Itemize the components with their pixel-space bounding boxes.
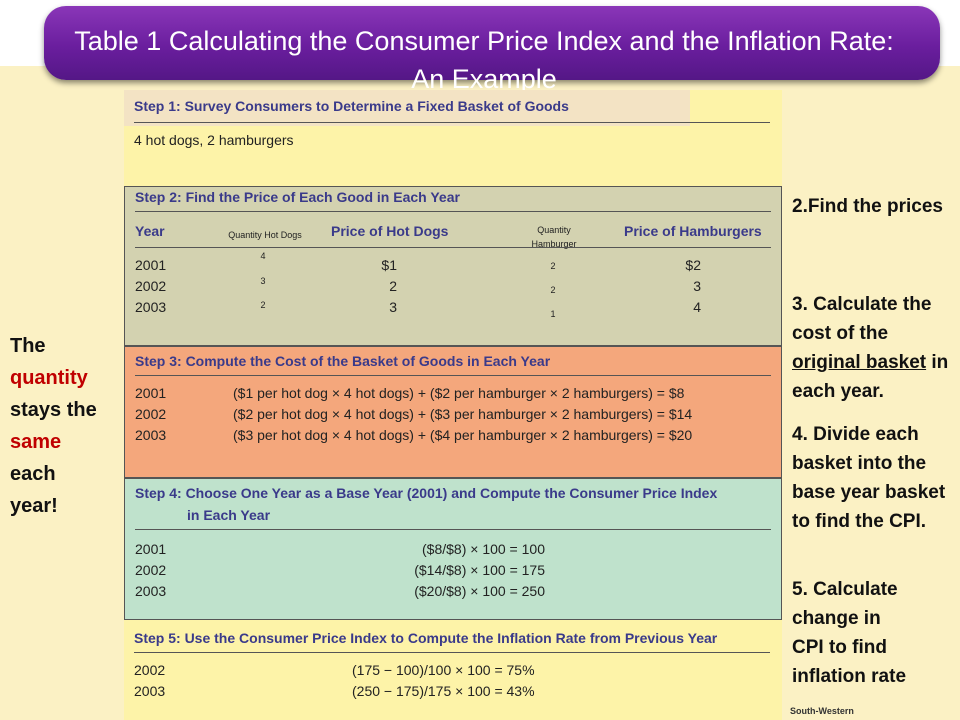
step2-rule-mid xyxy=(135,247,771,248)
price-hotdogs-cell: 2 xyxy=(389,278,397,294)
title-bar xyxy=(44,6,940,80)
step5-calc: (175 − 100)/100 × 100 = 75% xyxy=(352,662,535,678)
step3-year: 2001 xyxy=(135,385,167,401)
price-hamburgers-cell: $2 xyxy=(685,257,701,273)
col-price-hotdogs: Price of Hot Dogs xyxy=(331,223,449,239)
price-hamburgers-cell: 4 xyxy=(693,299,701,315)
left-note-line: stays the xyxy=(10,399,97,421)
step4-year: 2003 xyxy=(135,583,167,599)
qty-hotdogs-cell: 2 xyxy=(260,300,266,310)
price-hotdogs-cell: $1 xyxy=(381,257,397,273)
note-original-basket: original basket xyxy=(792,352,927,373)
qty-hotdogs-cell: 4 xyxy=(260,251,266,261)
qty-hamburger-cell: 2 xyxy=(550,285,556,295)
step5-section: Step 5: Use the Consumer Price Index to … xyxy=(124,620,782,720)
step4-heading: Step 4: Choose One Year as a Base Year (… xyxy=(135,485,718,501)
note-inflation-rate: 5. Calculate change in CPI to find infla… xyxy=(792,579,907,687)
step4-year: 2002 xyxy=(135,562,167,578)
left-note-line: The xyxy=(10,335,46,357)
step4-rule xyxy=(135,529,771,530)
step3-rule xyxy=(135,375,771,376)
step1-basket: 4 hot dogs, 2 hamburgers xyxy=(134,132,294,148)
step4-calc: ($20/$8) × 100 = 250 xyxy=(414,583,545,599)
step1-heading: Step 1: Survey Consumers to Determine a … xyxy=(134,98,569,114)
cpi-table: Step 1: Survey Consumers to Determine a … xyxy=(124,90,782,720)
col-price-hamburgers: Price of Hamburgers xyxy=(624,223,762,239)
step1-section: Step 1: Survey Consumers to Determine a … xyxy=(124,90,782,186)
step1-heading-band xyxy=(124,90,690,126)
qty-hamburger-cell: 1 xyxy=(550,309,556,319)
step4-calc: ($8/$8) × 100 = 100 xyxy=(422,541,545,557)
left-note-line-highlight: quantity xyxy=(10,367,88,389)
step2-heading: Step 2: Find the Price of Each Good in E… xyxy=(135,189,460,205)
step2-year: 2003 xyxy=(135,299,167,315)
slide-title: Table 1 Calculating the Consumer Price I… xyxy=(74,26,894,94)
step1-rule xyxy=(134,122,770,123)
step5-heading: Step 5: Use the Consumer Price Index to … xyxy=(134,630,718,646)
step2-section: Step 2: Find the Price of Each Good in E… xyxy=(124,186,782,346)
step5-rule xyxy=(134,652,770,653)
qty-hamburger-cell: 2 xyxy=(550,261,556,271)
step3-calc: ($1 per hot dog × 4 hot dogs) + ($2 per … xyxy=(233,385,685,401)
note-divide-basket: 4. Divide each basket into the base year… xyxy=(792,424,946,532)
left-note-line: year! xyxy=(10,495,58,517)
price-hamburgers-cell: 3 xyxy=(693,278,701,294)
note-calculate-cost-text: 3. Calculate the cost of the xyxy=(792,294,932,344)
col-year: Year xyxy=(135,223,165,239)
col-qty-hotdogs: Quantity Hot Dogs xyxy=(228,230,302,240)
step2-year: 2001 xyxy=(135,257,167,273)
step3-heading: Step 3: Compute the Cost of the Basket o… xyxy=(135,353,551,369)
left-note-line: each xyxy=(10,463,56,485)
step4-year: 2001 xyxy=(135,541,167,557)
step3-section: Step 3: Compute the Cost of the Basket o… xyxy=(124,346,782,478)
left-note: The quantity stays the same each year! xyxy=(10,330,120,522)
step2-year: 2002 xyxy=(135,278,167,294)
step4-calc: ($14/$8) × 100 = 175 xyxy=(414,562,545,578)
step4-section: Step 4: Choose One Year as a Base Year (… xyxy=(124,478,782,620)
note-find-prices: 2.Find the prices xyxy=(792,196,943,217)
left-note-line-highlight: same xyxy=(10,431,62,453)
price-hotdogs-cell: 3 xyxy=(389,299,397,315)
step3-year: 2002 xyxy=(135,406,167,422)
step5-year: 2002 xyxy=(134,662,166,678)
step5-calc: (250 − 175)/175 × 100 = 43% xyxy=(352,683,535,699)
step3-year: 2003 xyxy=(135,427,167,443)
note-calculate-cost: 3. Calculate the cost of the original ba… xyxy=(792,290,952,406)
step4-heading-line2: in Each Year xyxy=(187,507,271,523)
step5-year: 2003 xyxy=(134,683,166,699)
publisher-credit: South-Western xyxy=(790,706,854,716)
col-qty-hamburger: Quantity Hamburger xyxy=(531,225,577,249)
qty-hotdogs-cell: 3 xyxy=(260,276,266,286)
note-calculate-cost-end: in each year. xyxy=(792,352,949,402)
step2-rule-top xyxy=(135,211,771,212)
step3-calc: ($2 per hot dog × 4 hot dogs) + ($3 per … xyxy=(233,406,693,422)
step3-calc: ($3 per hot dog × 4 hot dogs) + ($4 per … xyxy=(233,427,693,443)
